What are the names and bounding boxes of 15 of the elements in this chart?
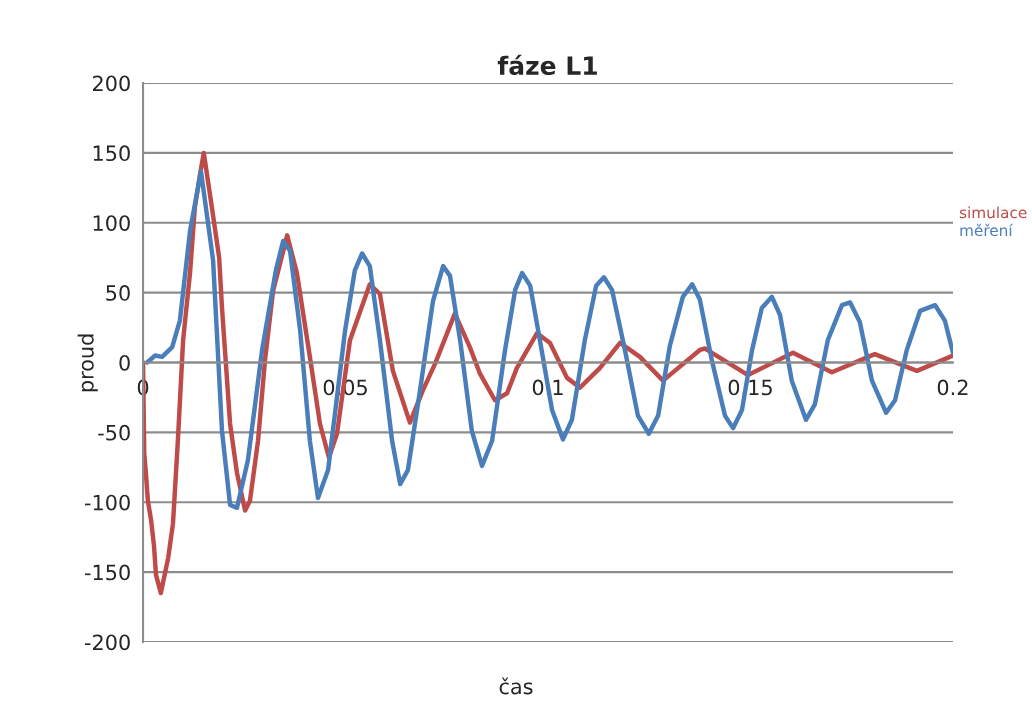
y-tick-label: -150 bbox=[84, 564, 130, 581]
x-axis-title: čas bbox=[499, 677, 533, 695]
y-tick-label: -100 bbox=[84, 494, 130, 511]
y-tick-label: 0 bbox=[119, 354, 130, 371]
y-tick-label: 150 bbox=[93, 145, 130, 162]
x-tick-label: 0.2 bbox=[937, 379, 968, 396]
y-tick-label: 50 bbox=[106, 285, 130, 301]
text: měření bbox=[960, 223, 1013, 237]
y-tick-label: 200 bbox=[92, 75, 130, 92]
y-tick-label: 100 bbox=[93, 215, 130, 231]
text: simulace bbox=[959, 206, 1027, 219]
y-tick-label: -50 bbox=[98, 424, 130, 441]
y-axis-title: proud bbox=[77, 334, 98, 392]
chart-title: fáze L1 bbox=[497, 54, 597, 76]
y-tick-label: -200 bbox=[84, 634, 130, 651]
